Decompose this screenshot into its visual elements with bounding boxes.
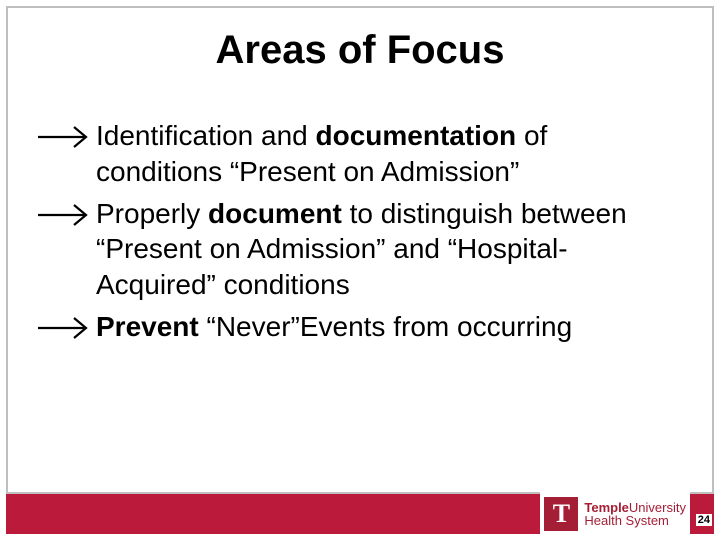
text-bold: documentation [316,120,517,151]
list-item: Prevent “Never”Events from occurring [36,309,672,345]
text-pre: Identification and [96,120,316,151]
arrow-icon [36,200,94,230]
bullet-text: Identification and documentation of cond… [96,118,672,190]
slide-title: Areas of Focus [0,28,720,73]
arrow-icon [36,313,94,343]
page-number: 24 [696,514,712,526]
text-pre: Properly [96,198,208,229]
text-bold: Prevent [96,311,199,342]
logo-line2: Health System [584,514,686,527]
list-item: Properly document to distinguish between… [36,196,672,303]
logo-t-icon: T [544,497,578,531]
bullet-list: Identification and documentation of cond… [36,118,672,351]
bullet-text: Prevent “Never”Events from occurring [96,309,572,345]
logo-text: TempleUniversity Health System [584,501,686,527]
logo-glyph: T [553,501,570,527]
bullet-text: Properly document to distinguish between… [96,196,672,303]
arrow-icon [36,122,94,152]
list-item: Identification and documentation of cond… [36,118,672,190]
slide: Areas of Focus Identification and docume… [0,0,720,540]
text-post: “Never”Events from occurring [199,311,572,342]
text-bold: document [208,198,342,229]
logo: T TempleUniversity Health System [540,490,690,538]
